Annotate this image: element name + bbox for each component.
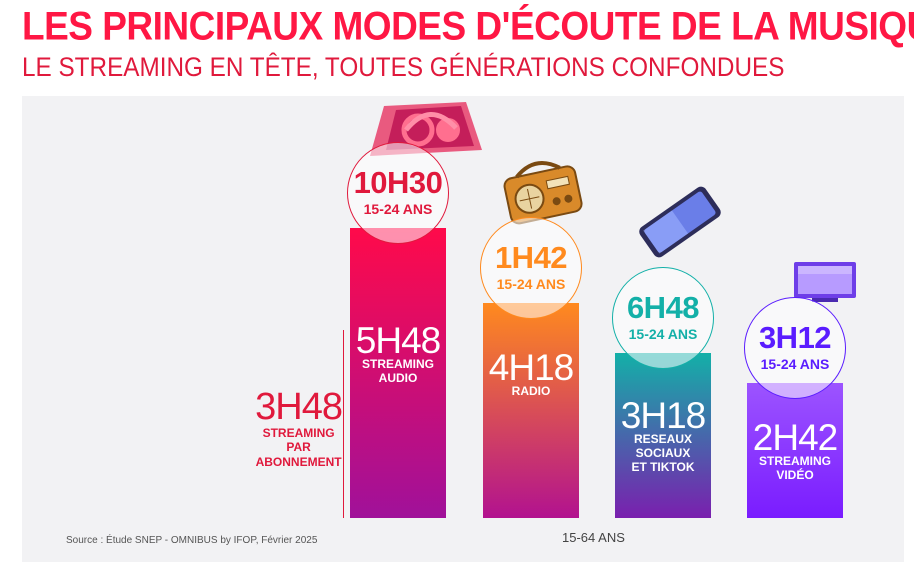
bar-label-line-1: RESEAUX bbox=[633, 432, 692, 446]
bar-label-line-1: STREAMING bbox=[362, 357, 434, 371]
subscription-value: 3H48 bbox=[255, 386, 343, 428]
bar-radio: 4H18 RADIO bbox=[483, 303, 579, 518]
circle-age-label: 15-24 ANS bbox=[363, 201, 433, 217]
page-subtitle: LE STREAMING EN TÊTE, TOUTES GÉNÉRATIONS… bbox=[22, 52, 785, 82]
x-axis-label: 15-64 ANS bbox=[562, 530, 625, 545]
page-title: LES PRINCIPAUX MODES D'ÉCOUTE DE LA MUSI… bbox=[22, 4, 914, 49]
circle-value: 1H42 bbox=[494, 240, 568, 275]
bar-streaming-video: 2H42 STREAMING VIDÉO bbox=[747, 383, 843, 518]
circle-age-label: 15-24 ANS bbox=[628, 326, 698, 342]
bar-label-line-3: ET TIKTOK bbox=[631, 460, 695, 474]
bar-value: 5H48 bbox=[355, 320, 441, 361]
circle-age-label: 15-24 ANS bbox=[760, 356, 830, 372]
smartphone-icon bbox=[639, 186, 721, 258]
bar-streaming-audio: 5H48 STREAMING AUDIO bbox=[350, 228, 446, 518]
bar-label-line-2: AUDIO bbox=[378, 371, 418, 385]
tv-icon bbox=[794, 262, 856, 302]
circle-streaming-video-15-24: 3H12 15-24 ANS bbox=[744, 297, 846, 399]
circle-value: 10H30 bbox=[353, 165, 443, 200]
subscription-label-line-3: ABONNEMENT bbox=[255, 454, 342, 469]
circle-value: 6H48 bbox=[626, 290, 700, 325]
subscription-annotation: 3H48 STREAMING PAR ABONNEMENT bbox=[255, 386, 343, 469]
circle-age-label: 15-24 ANS bbox=[496, 276, 566, 292]
source-note: Source : Étude SNEP - OMNIBUS by IFOP, F… bbox=[66, 535, 318, 546]
bar-label-line-2: VIDÉO bbox=[776, 468, 814, 482]
circle-value: 3H12 bbox=[758, 320, 832, 355]
bar-reseaux-sociaux: 3H18 RESEAUX SOCIAUX ET TIKTOK bbox=[615, 353, 711, 518]
subscription-label-line-1: STREAMING bbox=[262, 426, 335, 440]
bar-label-line-1: RADIO bbox=[511, 384, 551, 398]
bar-value: 3H18 bbox=[620, 395, 706, 436]
circle-radio-15-24: 1H42 15-24 ANS bbox=[480, 217, 582, 319]
bar-label-line-1: STREAMING bbox=[759, 454, 831, 468]
radio-icon bbox=[503, 161, 583, 225]
bar-value: 4H18 bbox=[488, 347, 574, 388]
bar-value: 2H42 bbox=[752, 417, 838, 458]
subscription-line bbox=[343, 330, 344, 518]
circle-reseaux-sociaux-15-24: 6H48 15-24 ANS bbox=[612, 267, 714, 369]
circle-streaming-audio-15-24: 10H30 15-24 ANS bbox=[347, 142, 449, 244]
subscription-label-line-2: PAR bbox=[286, 440, 311, 455]
bar-label-line-2: SOCIAUX bbox=[635, 446, 691, 460]
